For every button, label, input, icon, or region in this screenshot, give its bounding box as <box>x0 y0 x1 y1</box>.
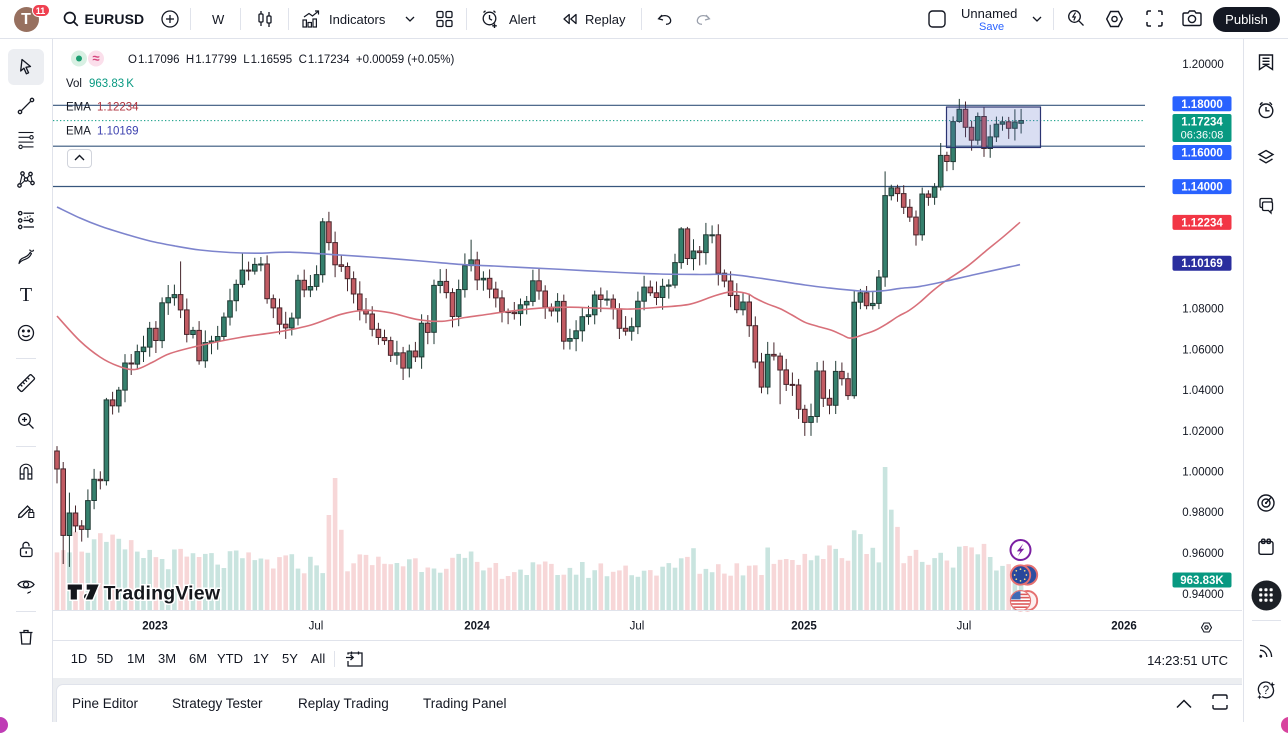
svg-text:0.98000: 0.98000 <box>1182 507 1224 519</box>
svg-text:1.04000: 1.04000 <box>1182 385 1224 397</box>
svg-text:963.83K: 963.83K <box>89 78 134 90</box>
svg-text:1.12234: 1.12234 <box>1181 217 1223 229</box>
svg-text:EMA: EMA <box>66 126 91 138</box>
svg-text:Vol: Vol <box>66 78 82 90</box>
svg-text:963.83K: 963.83K <box>1180 575 1224 587</box>
svg-text:1.18000: 1.18000 <box>1181 99 1223 111</box>
svg-text:2025: 2025 <box>791 621 817 633</box>
svg-text:1.10169: 1.10169 <box>1181 258 1223 270</box>
svg-text:Jul: Jul <box>957 621 972 633</box>
svg-text:0.96000: 0.96000 <box>1182 548 1224 560</box>
svg-text:2024: 2024 <box>464 621 490 633</box>
svg-text:1.20000: 1.20000 <box>1182 59 1224 71</box>
svg-text:06:36:08: 06:36:08 <box>1181 130 1224 142</box>
svg-text:T: T <box>20 284 32 306</box>
svg-text:1.10169: 1.10169 <box>97 126 139 138</box>
svg-text:1.00000: 1.00000 <box>1182 467 1224 479</box>
svg-text:1.16000: 1.16000 <box>1181 148 1223 160</box>
svg-text:1.14000: 1.14000 <box>1181 182 1223 194</box>
svg-text:1.12234: 1.12234 <box>97 102 139 114</box>
svg-text:O1.17096 H1.17799 L1.16595: O1.17096 H1.17799 L1.16595 C1.17234 +0.0… <box>128 54 454 66</box>
svg-text:EMA: EMA <box>66 102 91 114</box>
svg-text:≈: ≈ <box>92 51 99 66</box>
svg-text:?: ? <box>1263 685 1269 697</box>
svg-text:1.17234: 1.17234 <box>1181 117 1223 129</box>
svg-text:2026: 2026 <box>1111 621 1137 633</box>
svg-text:1.06000: 1.06000 <box>1182 345 1224 357</box>
svg-text:Jul: Jul <box>630 621 645 633</box>
svg-text:TradingView: TradingView <box>104 583 221 605</box>
svg-text:1.08000: 1.08000 <box>1182 304 1224 316</box>
svg-text:2023: 2023 <box>142 621 168 633</box>
svg-text:Jul: Jul <box>309 621 324 633</box>
svg-text:0.94000: 0.94000 <box>1182 589 1224 601</box>
svg-text:1.02000: 1.02000 <box>1182 426 1224 438</box>
